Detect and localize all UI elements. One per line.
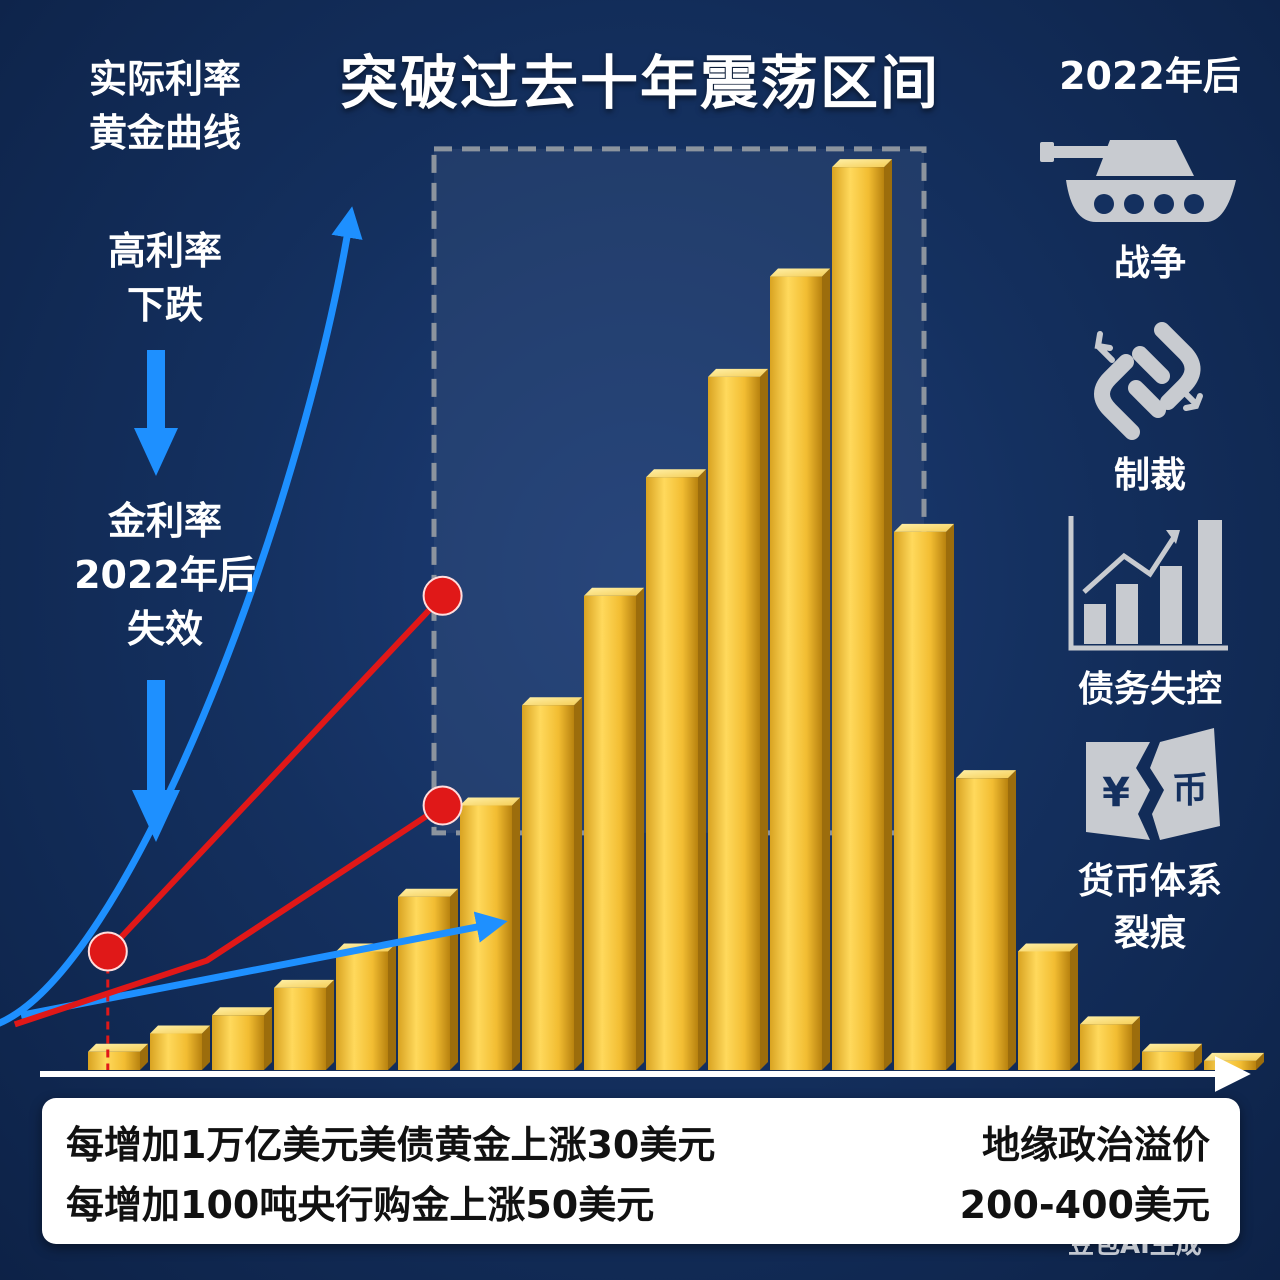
gold-bar	[398, 888, 458, 1070]
legend-label: 实际利率 黄金曲线	[40, 52, 290, 160]
factor-currency-label: 货币体系 裂痕	[1040, 856, 1260, 960]
high-rate-label: 高利率 下跌	[40, 224, 290, 332]
factor-currency-label-line: 裂痕	[1113, 913, 1186, 954]
gold-bar	[894, 523, 954, 1070]
blue-rate-curve	[0, 206, 363, 1027]
factor-currency-label-line: 货币体系	[1077, 861, 1222, 902]
factor-war-label-line: 战争	[1113, 243, 1186, 284]
high-rate-label-line: 高利率	[107, 229, 222, 273]
right-panel-header: 2022年后	[1059, 54, 1241, 98]
gold-bar	[336, 943, 396, 1070]
overlays	[0, 206, 508, 1070]
broken-chain-icon	[1094, 322, 1203, 440]
red-marker	[87, 931, 128, 972]
factor-debt-label: 债务失控	[1040, 664, 1260, 716]
gold-bar	[708, 368, 768, 1070]
gold-bar	[1142, 1043, 1202, 1070]
gold-bar	[212, 1007, 272, 1070]
cracked-currency-icon: ¥ 币	[1086, 728, 1220, 840]
info-line-central-bank: 每增加100吨央行购金上涨50美元	[66, 1183, 655, 1227]
info-box: 每增加1万亿美元美债黄金上涨30美元 每增加100吨央行购金上涨50美元 地缘政…	[42, 1098, 1240, 1244]
factor-sanction-label: 制裁	[1040, 450, 1260, 502]
factor-sanction-label-line: 制裁	[1113, 455, 1186, 496]
red-marker	[422, 785, 463, 826]
gold-bar	[522, 697, 582, 1070]
gold-bar	[460, 797, 520, 1070]
red-gold-line	[13, 803, 445, 1028]
legend-label-line: 黄金曲线	[88, 111, 241, 155]
gold-bar	[646, 469, 706, 1070]
gold-bar	[274, 979, 334, 1070]
gold-rate-label-line: 2022年后	[74, 553, 256, 597]
red-marker	[422, 575, 463, 616]
watermark: 豆包AI生成	[1068, 1230, 1202, 1260]
blue-trend-arrow	[20, 911, 508, 1019]
chart-title: 突破过去十年震荡区间	[339, 49, 940, 117]
tank-icon	[1040, 140, 1236, 222]
high-rate-label-line: 下跌	[126, 283, 203, 327]
info-geopolitical-premium-label: 地缘政治溢价	[981, 1123, 1210, 1167]
gold-bar	[1018, 943, 1078, 1070]
red-gold-line	[105, 593, 445, 954]
legend-label-line: 实际利率	[88, 57, 241, 101]
currency-symbol: 币	[1172, 770, 1208, 811]
gold-rate-label-line: 金利率	[107, 499, 222, 543]
factor-debt-label-line: 债务失控	[1077, 669, 1222, 710]
gold-bar	[956, 770, 1016, 1070]
info-geopolitical-premium-value: 200-400美元	[959, 1183, 1210, 1227]
gold-bar	[584, 587, 644, 1070]
down-arrow-icon	[134, 350, 178, 476]
bars	[88, 159, 1264, 1070]
gold-rate-label-line: 失效	[126, 607, 203, 651]
rising-bar-chart-icon	[1068, 516, 1228, 651]
gold-bar	[1080, 1016, 1140, 1070]
factor-war-label: 战争	[1040, 238, 1260, 290]
gold-bar	[150, 1025, 210, 1070]
gold-bar	[770, 268, 830, 1070]
down-arrow-icon	[132, 680, 180, 842]
info-line-debt: 每增加1万亿美元美债黄金上涨30美元	[66, 1123, 716, 1167]
yen-symbol: ¥	[1102, 770, 1130, 816]
gold-bar	[88, 1043, 148, 1070]
gold-bar	[1204, 1052, 1264, 1070]
gold-rate-label: 金利率 2022年后 失效	[40, 494, 290, 656]
gold-bar	[832, 159, 892, 1070]
